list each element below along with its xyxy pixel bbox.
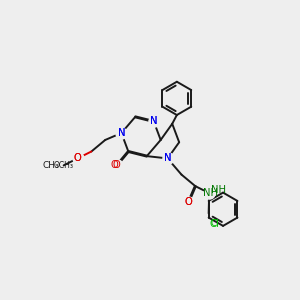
Text: NH: NH	[212, 185, 226, 195]
Text: OCH₃: OCH₃	[54, 161, 74, 170]
Text: N: N	[118, 128, 125, 138]
Text: N: N	[150, 116, 158, 127]
Text: O: O	[184, 197, 192, 207]
Text: CH₃: CH₃	[43, 161, 59, 170]
Text: Cl: Cl	[210, 219, 220, 229]
Text: NH: NH	[203, 188, 218, 198]
Text: O: O	[111, 160, 119, 170]
Text: N: N	[164, 153, 171, 164]
Text: N: N	[118, 128, 125, 138]
Text: O: O	[74, 153, 81, 164]
Text: N: N	[164, 153, 171, 164]
Text: Cl: Cl	[210, 219, 219, 228]
Text: O: O	[113, 160, 121, 170]
Text: N: N	[150, 116, 158, 127]
Text: O: O	[74, 153, 81, 164]
Text: O: O	[184, 197, 192, 207]
